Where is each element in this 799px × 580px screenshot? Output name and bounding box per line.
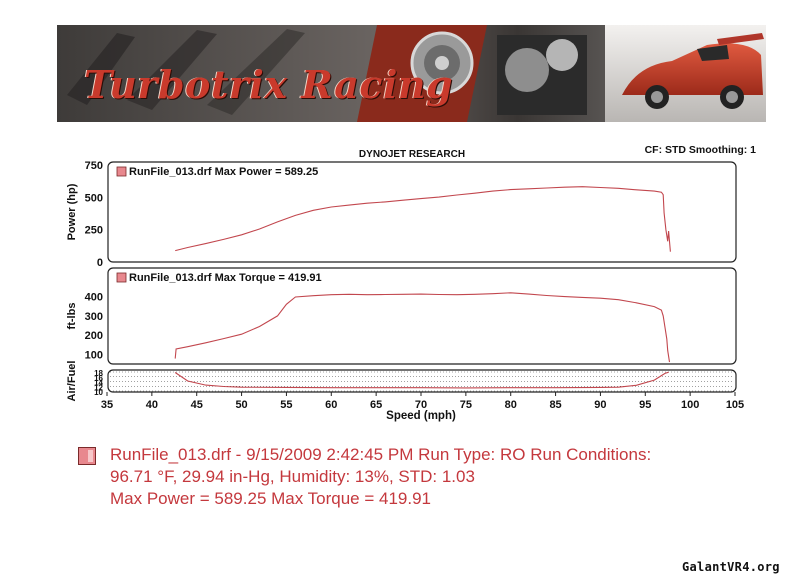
- power-axis-label: Power (hp): [66, 183, 78, 240]
- header-banner: [57, 25, 766, 122]
- torque-legend-swatch: [116, 272, 127, 283]
- run-info-line-1: RunFile_013.drf - 9/15/2009 2:42:45 PM R…: [110, 445, 652, 464]
- power-ytick-label: 250: [85, 225, 103, 237]
- run-info-line-2: 96.71 °F, 29.94 in-Hg, Humidity: 13%, ST…: [110, 467, 475, 486]
- power-legend-swatch: [116, 166, 127, 177]
- run-color-swatch: [78, 447, 96, 465]
- torque-legend-text: RunFile_013.drf Max Torque = 419.91: [129, 272, 322, 284]
- x-tick-label: 75: [460, 399, 472, 411]
- afr-axis-label: Air/Fuel: [66, 361, 78, 402]
- power-ytick-label: 750: [85, 160, 103, 172]
- afr-panel-frame: [107, 369, 737, 393]
- torque-ytick-label: 300: [85, 311, 103, 323]
- run-info-line-3: Max Power = 589.25 Max Torque = 419.91: [110, 489, 431, 508]
- x-tick-label: 40: [146, 399, 158, 411]
- afr-series-line: [174, 371, 669, 389]
- x-tick-label: 105: [726, 399, 744, 411]
- torque-ytick-label: 200: [85, 330, 103, 342]
- brand-title: Turbotrix Racing: [84, 62, 454, 107]
- x-tick-label: 70: [415, 399, 427, 411]
- chart-title: DYNOJET RESEARCH: [359, 149, 465, 160]
- x-tick-label: 65: [370, 399, 382, 411]
- x-axis-label: Speed (mph): [386, 410, 456, 422]
- torque-series-line: [174, 292, 671, 363]
- dyno-chart: DYNOJET RESEARCH CF: STD Smoothing: 1 0 250…: [66, 144, 757, 422]
- banner-artwork: [57, 25, 766, 122]
- x-tick-label: 45: [191, 399, 203, 411]
- torque-ytick-label: 400: [85, 292, 103, 304]
- torque-ytick-label: 100: [85, 349, 103, 361]
- power-ytick-label: 0: [97, 257, 103, 269]
- run-info: RunFile_013.drf - 9/15/2009 2:42:45 PM R…: [110, 444, 790, 510]
- torque-axis-label: ft-lbs: [66, 303, 78, 330]
- x-tick-label: 85: [549, 399, 561, 411]
- afr-ytick-label: 12: [94, 383, 103, 392]
- torque-panel-frame: [107, 267, 737, 365]
- chart-header-right: CF: STD Smoothing: 1: [645, 144, 757, 156]
- watermark: GalantVR4.org: [682, 560, 780, 574]
- power-legend-text: RunFile_013.drf Max Power = 589.25: [129, 166, 318, 178]
- afr-ytick-label: 16: [94, 374, 103, 383]
- power-series-line: [175, 186, 671, 252]
- power-ytick-label: 500: [85, 192, 103, 204]
- afr-ytick-label: 14: [94, 379, 103, 388]
- x-tick-label: 55: [280, 399, 292, 411]
- x-tick-label: 100: [681, 399, 699, 411]
- x-tick-label: 90: [594, 399, 606, 411]
- x-tick-label: 60: [325, 399, 337, 411]
- afr-ytick-label: 18: [94, 369, 103, 378]
- x-tick-label: 80: [505, 399, 517, 411]
- afr-ytick-label: 10: [94, 388, 103, 397]
- x-tick-label: 35: [101, 399, 113, 411]
- x-tick-label: 50: [235, 399, 247, 411]
- x-tick-label: 95: [639, 399, 651, 411]
